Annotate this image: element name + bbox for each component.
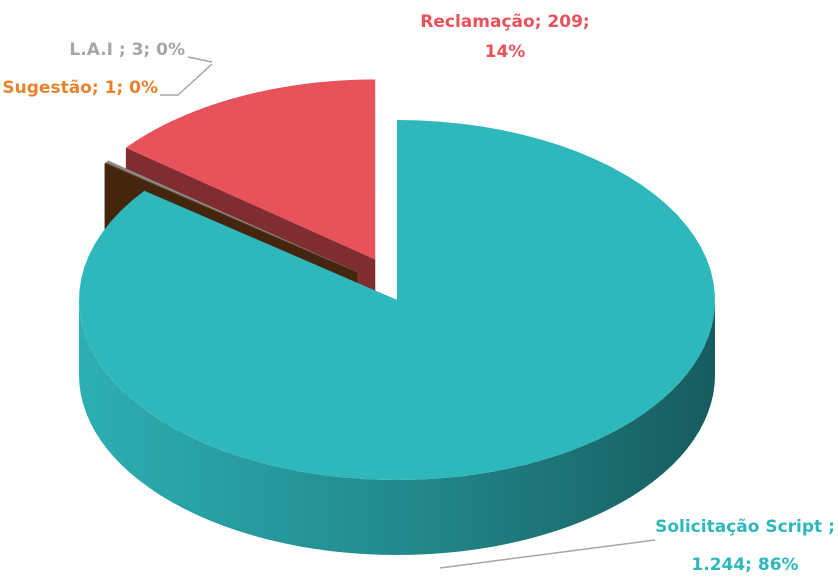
data-label: Reclamação; 209; [420, 12, 589, 32]
data-label: Sugestão; 1; 0% [2, 78, 158, 98]
slice [79, 120, 715, 480]
slice [104, 162, 358, 273]
leader-line [187, 56, 213, 63]
slice [125, 79, 376, 260]
leader-line [160, 63, 213, 96]
data-label: L.A.I ; 3; 0% [69, 40, 185, 60]
leader-line [439, 539, 656, 569]
data-label: 1.244; 86% [691, 555, 798, 575]
data-label: Solicitação Script ; [655, 517, 835, 537]
slice [105, 160, 358, 273]
slice-side-shade [79, 300, 715, 555]
data-label: 14% [485, 42, 526, 62]
